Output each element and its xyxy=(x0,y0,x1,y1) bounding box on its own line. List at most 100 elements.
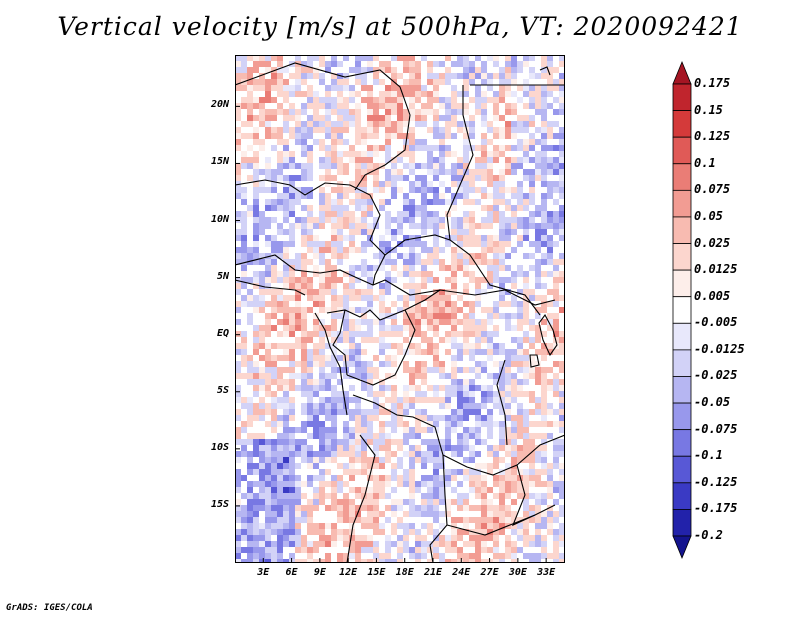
field-cell xyxy=(487,235,493,241)
field-cell xyxy=(361,79,367,85)
field-cell xyxy=(505,505,511,511)
field-cell xyxy=(379,361,385,367)
field-cell xyxy=(247,319,253,325)
field-cell xyxy=(439,481,445,487)
field-cell xyxy=(313,493,319,499)
field-cell xyxy=(277,343,283,349)
field-cell xyxy=(295,529,301,535)
field-cell xyxy=(343,55,349,61)
field-cell xyxy=(355,325,361,331)
field-cell xyxy=(523,487,529,493)
field-cell xyxy=(289,529,295,535)
field-cell xyxy=(235,469,241,475)
lat-label: 15N xyxy=(210,156,229,168)
field-cell xyxy=(277,295,283,301)
field-cell xyxy=(271,463,277,469)
border-line xyxy=(332,309,348,376)
field-cell xyxy=(319,559,325,563)
field-cell xyxy=(523,445,529,451)
lake-outline xyxy=(496,359,508,446)
field-cell xyxy=(247,511,253,517)
field-cell xyxy=(343,469,349,475)
field-cell xyxy=(481,529,487,535)
field-cell xyxy=(301,217,307,223)
field-cell xyxy=(295,139,301,145)
field-cell xyxy=(439,61,445,67)
field-cell xyxy=(277,199,283,205)
field-cell xyxy=(379,457,385,463)
field-cell xyxy=(277,271,283,277)
field-cell xyxy=(553,199,559,205)
field-cell xyxy=(385,229,391,235)
field-cell xyxy=(481,247,487,253)
field-cell xyxy=(301,79,307,85)
field-cell xyxy=(259,541,265,547)
field-cell xyxy=(469,379,475,385)
field-cell xyxy=(325,205,331,211)
field-cell xyxy=(301,343,307,349)
field-cell xyxy=(433,175,439,181)
field-cell xyxy=(277,73,283,79)
field-cell xyxy=(511,487,517,493)
field-cell xyxy=(355,451,361,457)
field-cell xyxy=(385,331,391,337)
field-cell xyxy=(475,169,481,175)
field-cell xyxy=(457,265,463,271)
field-cell xyxy=(373,103,379,109)
field-cell xyxy=(313,313,319,319)
field-cell xyxy=(523,337,529,343)
field-cell xyxy=(289,433,295,439)
field-cell xyxy=(523,121,529,127)
field-cell xyxy=(361,193,367,199)
field-cell xyxy=(367,211,373,217)
field-cell xyxy=(235,79,241,85)
field-cell xyxy=(421,217,427,223)
field-cell xyxy=(307,145,313,151)
field-cell xyxy=(373,187,379,193)
field-cell xyxy=(337,553,343,559)
field-cell xyxy=(373,481,379,487)
field-cell xyxy=(493,331,499,337)
field-cell xyxy=(553,67,559,73)
field-cell xyxy=(487,409,493,415)
field-cell xyxy=(421,337,427,343)
field-cell xyxy=(535,163,541,169)
field-cell xyxy=(475,361,481,367)
field-cell xyxy=(289,355,295,361)
field-cell xyxy=(283,151,289,157)
field-cell xyxy=(451,97,457,103)
field-cell xyxy=(289,499,295,505)
field-cell xyxy=(265,343,271,349)
field-cell xyxy=(331,253,337,259)
field-cell xyxy=(439,301,445,307)
field-cell xyxy=(337,217,343,223)
field-cell xyxy=(367,67,373,73)
field-cell xyxy=(415,421,421,427)
field-cell xyxy=(433,259,439,265)
field-cell xyxy=(343,391,349,397)
field-cell xyxy=(463,283,469,289)
field-cell xyxy=(265,481,271,487)
field-cell xyxy=(553,361,559,367)
field-cell xyxy=(445,547,451,553)
field-cell xyxy=(541,319,547,325)
field-cell xyxy=(529,67,535,73)
field-cell xyxy=(295,55,301,61)
field-cell xyxy=(325,469,331,475)
field-cell xyxy=(331,391,337,397)
field-cell xyxy=(247,361,253,367)
field-cell xyxy=(295,361,301,367)
field-cell xyxy=(283,91,289,97)
field-cell xyxy=(331,277,337,283)
field-cell xyxy=(451,445,457,451)
velocity-map xyxy=(235,55,565,563)
field-cell xyxy=(325,493,331,499)
field-cell xyxy=(235,289,241,295)
field-cell xyxy=(295,337,301,343)
field-cell xyxy=(439,475,445,481)
field-cell xyxy=(553,529,559,535)
field-cell xyxy=(427,421,433,427)
field-cell xyxy=(349,325,355,331)
field-cell xyxy=(283,385,289,391)
field-cell xyxy=(433,193,439,199)
